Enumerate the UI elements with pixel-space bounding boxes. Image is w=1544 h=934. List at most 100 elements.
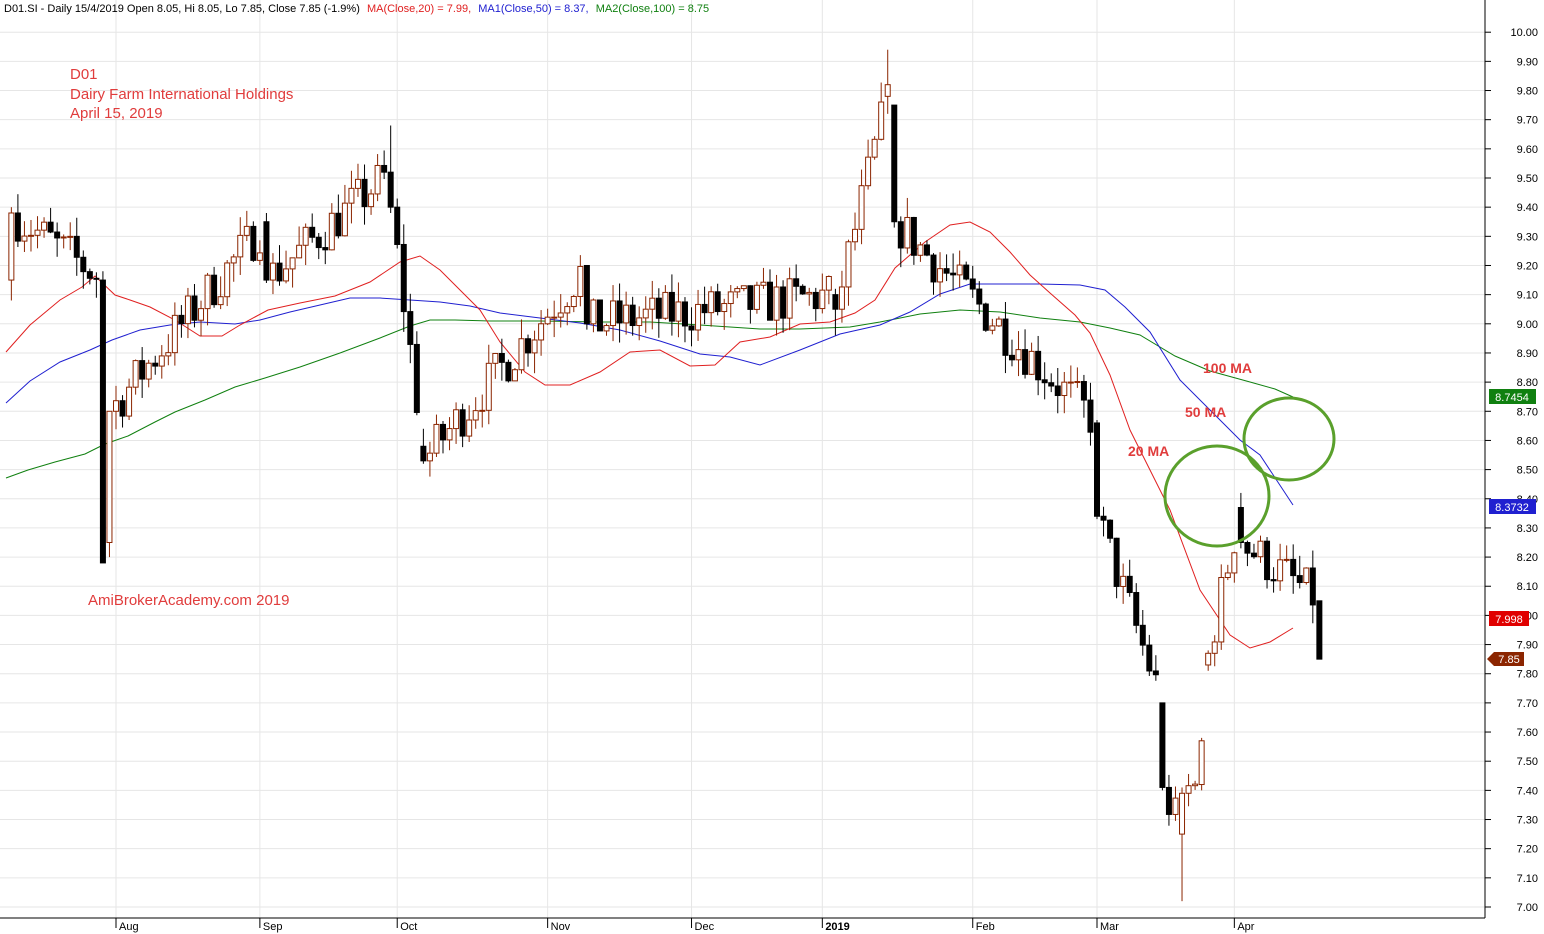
label-100-ma: 100 MA — [1203, 360, 1252, 376]
svg-text:D01.SI - Daily 15/4/2019 Open: D01.SI - Daily 15/4/2019 Open 8.05, Hi 8… — [4, 3, 709, 15]
candle — [786, 267, 793, 331]
candle — [623, 291, 630, 335]
y-tick-label: 8.50 — [1517, 465, 1538, 477]
candle — [642, 296, 649, 333]
y-tick-label: 9.60 — [1517, 144, 1538, 156]
y-tick-label: 8.30 — [1517, 523, 1538, 535]
candle — [113, 385, 119, 430]
candle — [662, 285, 669, 320]
candle — [1041, 362, 1048, 400]
candle — [1074, 367, 1081, 388]
candle — [354, 163, 361, 197]
candle — [498, 338, 505, 381]
y-tick-label: 7.40 — [1517, 785, 1538, 797]
candle — [767, 269, 773, 321]
candle — [917, 242, 924, 262]
candle — [1100, 506, 1107, 537]
candle — [1224, 564, 1231, 581]
candle — [1309, 550, 1316, 624]
candle — [688, 307, 695, 347]
candle — [963, 261, 970, 281]
candle — [1035, 335, 1042, 396]
candle — [1022, 329, 1029, 379]
candle — [230, 254, 237, 282]
y-tick-label: 8.70 — [1517, 406, 1538, 418]
candle — [315, 232, 322, 260]
candle — [610, 285, 617, 342]
candle — [1015, 331, 1022, 377]
tag-ma50: 8.3732 — [1489, 499, 1536, 514]
candle — [67, 222, 74, 251]
candle — [263, 212, 270, 283]
candle — [80, 250, 87, 289]
candle — [1250, 543, 1257, 559]
candle — [675, 282, 682, 338]
y-tick-label: 9.70 — [1517, 115, 1538, 127]
tag-ma20: 7.998 — [1489, 611, 1529, 626]
candle — [956, 250, 963, 288]
candle — [1198, 737, 1205, 791]
candle — [446, 417, 453, 451]
candle — [1028, 342, 1035, 376]
candle — [93, 272, 100, 298]
candle — [191, 284, 198, 328]
candle — [570, 294, 577, 313]
y-tick-label: 7.10 — [1517, 873, 1538, 885]
highlight-circle-left — [1163, 444, 1271, 548]
ma20-line — [5, 221, 1294, 649]
candle — [276, 245, 283, 286]
header-ma100: MA2(Close,100) = 8.75 — [596, 3, 709, 15]
candle — [825, 275, 832, 305]
candle — [1067, 365, 1074, 398]
candle — [989, 318, 996, 335]
time-axis: Aug Sep Oct Nov Dec 2019 Feb Mar Apr — [0, 917, 1485, 933]
x-tick-label: Nov — [551, 921, 571, 933]
candle — [99, 271, 106, 564]
candle — [1296, 555, 1303, 589]
candle — [27, 219, 34, 252]
candle — [1205, 650, 1212, 671]
candle — [564, 302, 571, 326]
candle — [773, 274, 780, 336]
candle — [184, 287, 191, 339]
candle — [668, 274, 675, 336]
y-tick-label: 8.80 — [1517, 377, 1538, 389]
candle — [309, 213, 316, 243]
candle — [106, 410, 113, 558]
candle — [544, 308, 551, 326]
candle — [832, 288, 839, 336]
candle — [119, 395, 126, 428]
candle — [341, 184, 348, 237]
candle — [852, 212, 859, 251]
candle — [204, 272, 211, 326]
y-tick-label: 8.20 — [1517, 552, 1538, 564]
candle — [897, 216, 904, 268]
y-tick-label: 7.60 — [1517, 727, 1538, 739]
candle — [126, 378, 133, 421]
candle — [838, 270, 845, 323]
svg-text:8.3732: 8.3732 — [1495, 502, 1529, 514]
tag-close: 7.85 — [1487, 652, 1524, 666]
candle — [1126, 559, 1133, 597]
candle — [361, 164, 368, 225]
candle — [1061, 372, 1068, 414]
y-tick-label: 8.10 — [1517, 581, 1538, 593]
candle — [407, 293, 414, 364]
date-label: April 15, 2019 — [70, 105, 163, 122]
candle — [250, 221, 257, 262]
candle — [865, 139, 872, 190]
x-tick-label: 2019 — [825, 921, 849, 933]
candle — [440, 421, 446, 454]
candle — [695, 289, 702, 341]
candle — [485, 344, 492, 425]
candle — [930, 253, 937, 295]
candle — [328, 203, 335, 251]
candle — [348, 170, 355, 224]
y-tick-label: 9.00 — [1517, 319, 1538, 331]
candle — [1211, 635, 1218, 667]
candle — [812, 287, 819, 322]
y-tick-label: 7.70 — [1517, 698, 1538, 710]
header-ma20: MA(Close,20) = 7.99, — [367, 3, 471, 15]
label-50-ma: 50 MA — [1185, 404, 1226, 420]
candle — [1264, 537, 1271, 589]
